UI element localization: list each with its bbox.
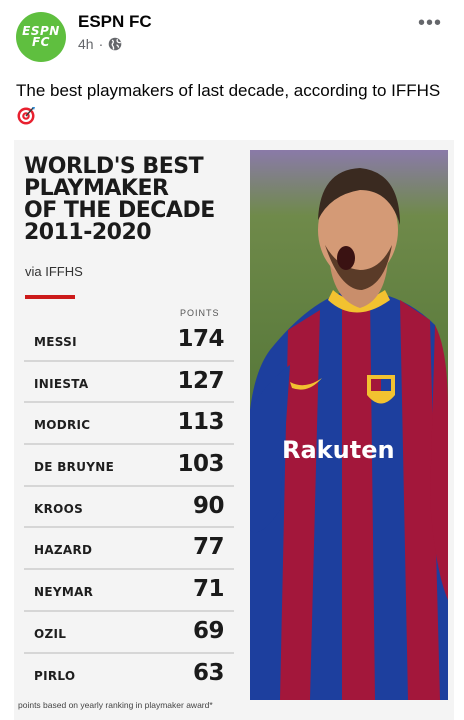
player-points: 71	[192, 576, 225, 603]
player-points: 77	[192, 534, 225, 561]
title-line: OF THE DECADE	[24, 198, 215, 223]
espn-fc-logo: ESPN FC	[22, 24, 60, 49]
title-line: WORLD'S BEST	[24, 154, 204, 179]
caption-text: The best playmakers of last decade, acco…	[16, 81, 441, 100]
ranking-row: KROOS 90	[24, 487, 234, 529]
ranking-list: MESSI 174 INIESTA 127 MODRIC 113 DE BRUYNE 1…	[24, 320, 234, 695]
player-points: 127	[177, 367, 224, 394]
direct-hit-target-icon	[16, 105, 36, 125]
meta-separator: ·	[98, 36, 104, 52]
player-name: PIRLO	[34, 668, 76, 683]
player-name: DE BRUYNE	[34, 460, 115, 475]
ranking-row: NEYMAR 71	[24, 570, 234, 612]
player-points: 90	[192, 492, 225, 519]
player-name: MODRIC	[34, 418, 91, 433]
ranking-row: HAZARD 77	[24, 528, 234, 571]
player-name: KROOS	[34, 501, 84, 516]
ranking-row: INIESTA 127	[24, 362, 234, 404]
player-name: INIESTA	[34, 376, 89, 391]
player-photo: Rakuten	[250, 150, 448, 700]
graphic-title: WORLD'S BEST PLAYMAKER OF THE DECADE 201…	[24, 156, 254, 244]
post-meta: 4h ·	[78, 36, 122, 52]
logo-line-1: ESPN	[22, 24, 60, 38]
avatar[interactable]: ESPN FC	[16, 12, 66, 62]
title-line: 2011-2020	[24, 220, 152, 245]
page-name[interactable]: ESPN FC	[78, 12, 152, 31]
post-header: ESPN FC ESPN FC 4h · •••	[0, 0, 464, 70]
logo-line-2: FC	[31, 35, 50, 49]
ranking-row: MESSI 174	[24, 320, 234, 362]
title-line: PLAYMAKER	[24, 176, 169, 201]
footnote: points based on yearly ranking in playma…	[18, 700, 213, 710]
more-options-button[interactable]: •••	[417, 12, 442, 34]
post-time[interactable]: 4h	[78, 36, 94, 52]
points-column-header: POINTS	[180, 308, 220, 318]
ranking-row: PIRLO 63	[24, 654, 234, 696]
playmaker-graphic[interactable]: WORLD'S BEST PLAYMAKER OF THE DECADE 201…	[14, 140, 454, 720]
player-points: 63	[192, 659, 225, 686]
globe-icon	[108, 37, 122, 51]
ranking-row: OZIL 69	[24, 612, 234, 654]
sponsor-text: Rakuten	[282, 436, 395, 464]
accent-divider	[25, 295, 75, 299]
post-caption: The best playmakers of last decade, acco…	[16, 80, 456, 125]
player-name: HAZARD	[34, 543, 93, 558]
player-points: 69	[192, 617, 225, 644]
player-points: 174	[177, 326, 224, 352]
ranking-row: DE BRUYNE 103	[24, 445, 234, 487]
source-label: via IFFHS	[25, 264, 83, 279]
player-points: 103	[177, 451, 224, 478]
player-name: OZIL	[34, 626, 67, 641]
player-name: NEYMAR	[34, 585, 94, 600]
player-name: MESSI	[34, 335, 77, 349]
player-points: 113	[177, 409, 224, 436]
ranking-row: MODRIC 113	[24, 403, 234, 446]
